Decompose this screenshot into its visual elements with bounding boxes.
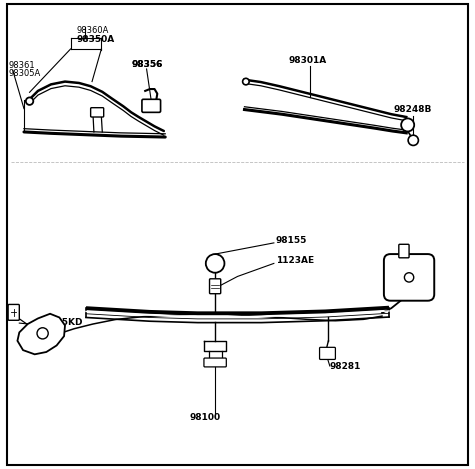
FancyBboxPatch shape [8,304,19,320]
Text: 98356: 98356 [131,60,162,68]
Text: 98155: 98155 [276,236,307,245]
Polygon shape [18,314,65,354]
FancyBboxPatch shape [399,244,409,258]
Text: 98100: 98100 [190,413,221,422]
Circle shape [243,78,249,85]
Circle shape [37,328,48,339]
Circle shape [404,273,414,282]
FancyBboxPatch shape [204,358,226,367]
Text: 98248B: 98248B [394,106,432,114]
FancyBboxPatch shape [384,254,434,301]
Text: 98356: 98356 [131,60,162,68]
Text: 98360A: 98360A [76,26,109,35]
Circle shape [401,118,414,131]
Circle shape [408,135,418,145]
FancyBboxPatch shape [320,348,335,359]
Text: 1123AE: 1123AE [276,257,314,265]
FancyBboxPatch shape [142,99,161,113]
Text: 98305A: 98305A [8,69,40,78]
FancyBboxPatch shape [91,108,104,117]
Text: 98350A: 98350A [76,36,115,45]
Text: 98281: 98281 [330,362,361,371]
Text: 98361: 98361 [8,61,35,69]
Text: 98301A: 98301A [289,56,327,65]
Circle shape [206,254,225,273]
Text: 1125KD: 1125KD [43,318,82,327]
FancyBboxPatch shape [209,279,221,294]
Circle shape [26,98,33,105]
